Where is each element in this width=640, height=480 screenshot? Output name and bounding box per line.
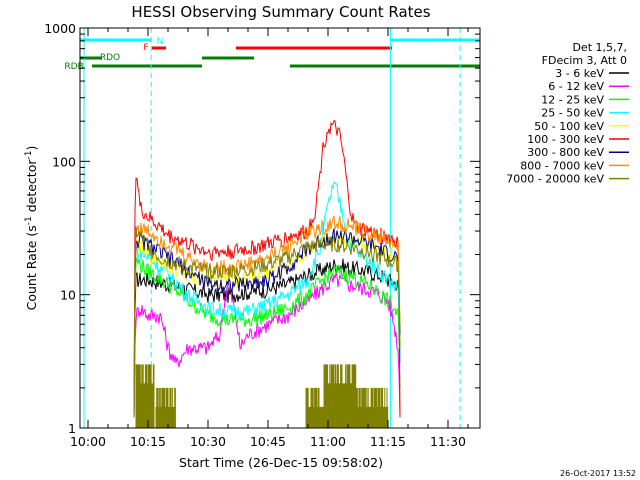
legend-entry-label: 12 - 25 keV xyxy=(541,93,604,106)
x-tick-label: 11:00 xyxy=(310,434,346,449)
y-tick-label: 10 xyxy=(60,288,76,303)
x-tick-label: 10:45 xyxy=(250,434,286,449)
legend-entry-label: 6 - 12 keV xyxy=(548,80,604,93)
series-line-2 xyxy=(133,257,401,418)
burst-segment-3 xyxy=(323,364,357,428)
flag-label-rdb: RDB xyxy=(64,62,83,72)
x-axis-label: Start Time (26-Dec-15 09:58:02) xyxy=(179,455,383,470)
legend-entry-label: 300 - 800 keV xyxy=(527,146,604,159)
legend-entry-label: 800 - 7000 keV xyxy=(520,159,604,172)
series-line-5 xyxy=(133,119,401,418)
x-tick-label: 10:00 xyxy=(70,434,106,449)
y-tick-label: 100 xyxy=(52,154,76,169)
vertical-markers xyxy=(83,28,461,428)
low-count-bursts xyxy=(135,364,389,428)
legend-header: Det 1,5,7, xyxy=(572,41,627,54)
flag-label-f: F xyxy=(143,43,148,53)
legend-header: FDecim 3, Att 0 xyxy=(542,54,627,67)
legend-entry-label: 3 - 6 keV xyxy=(555,67,604,80)
x-tick-label: 11:30 xyxy=(430,434,466,449)
series-line-3 xyxy=(133,180,401,418)
timestamp-stamp: 26-Oct-2017 13:52 xyxy=(560,469,636,478)
legend-entry-label: 100 - 300 keV xyxy=(527,133,604,146)
burst-segment-2 xyxy=(305,387,325,428)
flag-label-rdo: RDO xyxy=(100,53,120,63)
series-line-8 xyxy=(133,226,401,418)
legend-entry-label: 25 - 50 keV xyxy=(541,107,604,120)
burst-segment-0 xyxy=(135,364,155,428)
y-axis-ticks: 1 10 100 1000 xyxy=(44,21,480,436)
y-axis-label: Count Rate (s-1 detector-1) xyxy=(24,146,39,311)
y-tick-label: 1 xyxy=(68,421,76,436)
x-tick-label: 11:15 xyxy=(370,434,406,449)
flag-label-n: N xyxy=(157,37,164,47)
y-tick-label: 1000 xyxy=(44,21,76,36)
x-tick-label: 10:15 xyxy=(130,434,166,449)
series-line-7 xyxy=(133,215,401,418)
legend-entry-label: 50 - 100 keV xyxy=(534,120,604,133)
plot-frame xyxy=(79,27,481,429)
observing-flags: NF RDO RDB xyxy=(64,37,480,72)
burst-segment-1 xyxy=(155,387,176,428)
series-line-0 xyxy=(133,258,401,418)
count-rate-series xyxy=(133,119,401,418)
legend-entry-label: 7000 - 20000 keV xyxy=(506,173,604,186)
chart-title: HESSI Observing Summary Count Rates xyxy=(131,3,430,21)
x-tick-label: 10:30 xyxy=(190,434,226,449)
burst-segment-4 xyxy=(355,387,389,428)
x-axis-ticks: 10:00 10:15 10:30 10:45 11:00 11:15 11:30 xyxy=(70,28,469,449)
series-line-6 xyxy=(133,228,401,418)
